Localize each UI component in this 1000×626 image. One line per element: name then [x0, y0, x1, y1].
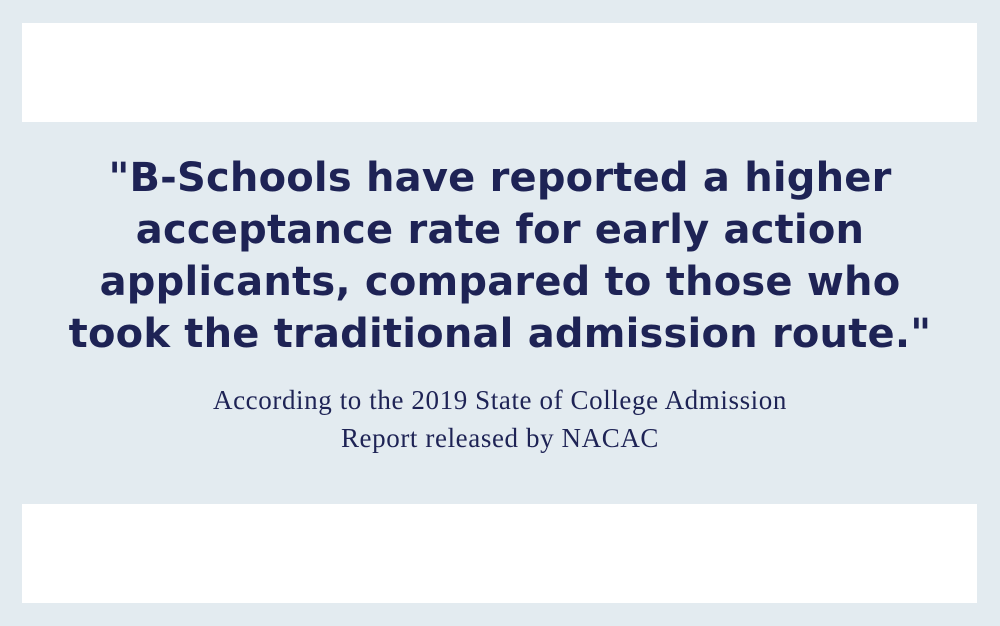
quote-citation: According to the 2019 State of College A… — [0, 381, 1000, 457]
pull-quote: "B-Schools have reported a higher accept… — [0, 152, 1000, 360]
quote-line-3: applicants, compared to those who — [99, 259, 901, 305]
citation-line-2: Report released by NACAC — [340, 423, 660, 453]
quote-line-1: "B-Schools have reported a higher — [108, 155, 892, 201]
citation-line-1: According to the 2019 State of College A… — [213, 385, 787, 415]
bottom-white-panel — [22, 504, 977, 603]
quote-line-4: took the traditional admission route." — [68, 311, 932, 357]
quote-line-2: acceptance rate for early action — [135, 207, 865, 253]
top-white-panel — [22, 23, 977, 122]
